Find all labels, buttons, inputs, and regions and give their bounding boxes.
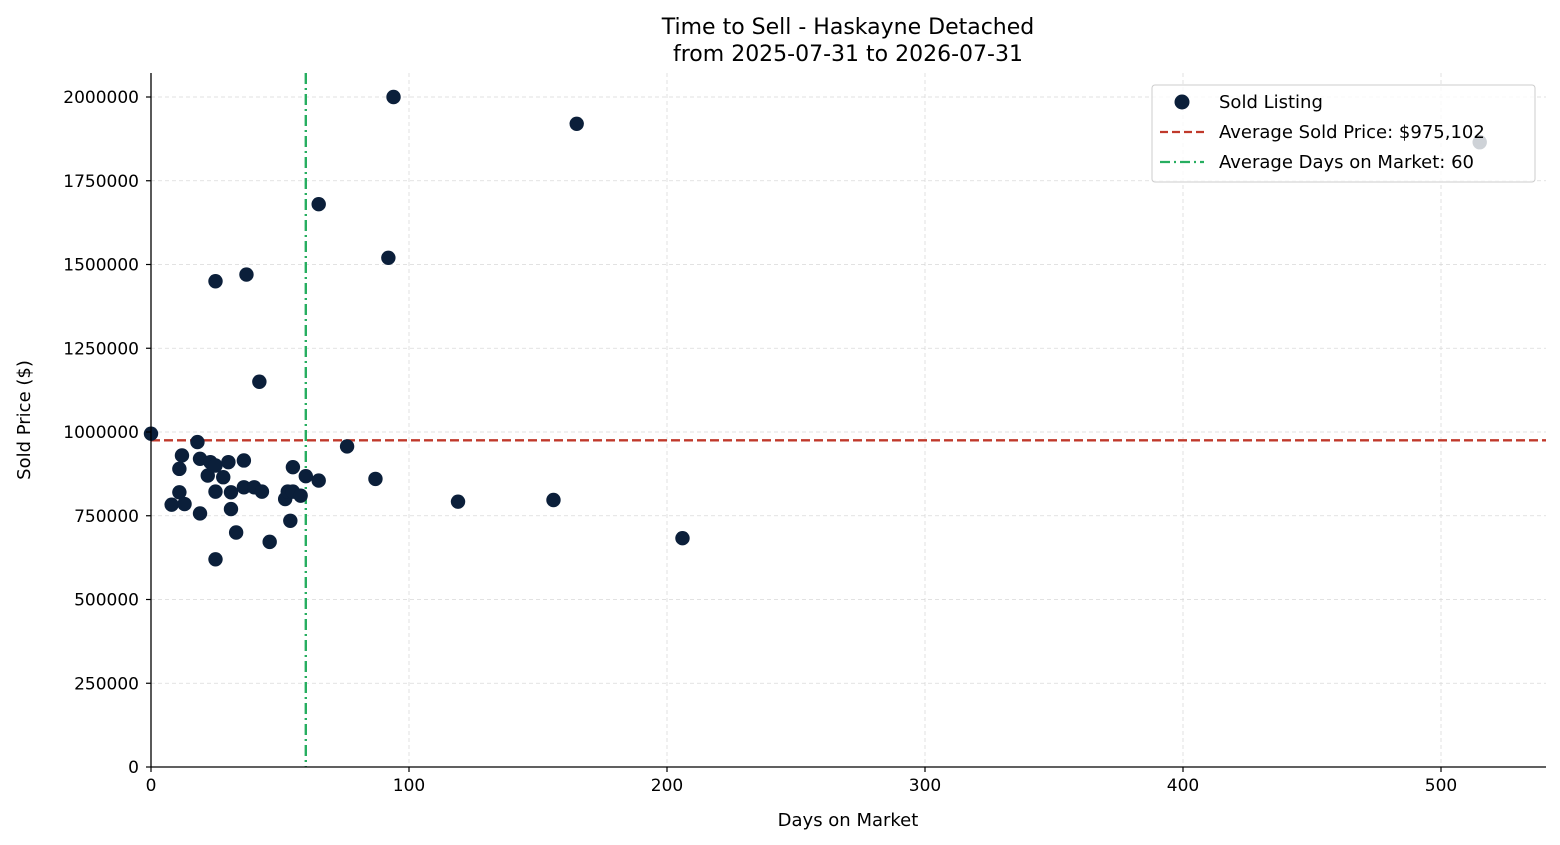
data-point <box>172 485 187 500</box>
data-point <box>239 267 254 282</box>
data-point <box>283 513 298 528</box>
data-point <box>546 492 561 508</box>
data-points <box>143 89 1487 567</box>
y-tick-label: 1750000 <box>63 172 139 192</box>
data-point <box>298 469 313 484</box>
data-point <box>223 485 239 500</box>
data-point <box>311 197 326 212</box>
data-point <box>252 374 267 389</box>
data-point <box>172 461 187 477</box>
data-point <box>208 552 223 567</box>
legend: Sold Listing Average Sold Price: $975,10… <box>1151 84 1536 183</box>
data-point <box>164 497 179 512</box>
data-point <box>208 274 223 289</box>
data-point <box>569 116 584 131</box>
data-point <box>675 530 690 546</box>
data-point <box>177 496 192 512</box>
data-point <box>223 501 239 517</box>
data-point <box>190 434 205 450</box>
data-point <box>208 484 223 499</box>
y-tick-label: 250000 <box>74 674 139 694</box>
data-point <box>236 480 252 495</box>
data-point <box>228 525 244 540</box>
x-tick-label: 200 <box>651 776 683 796</box>
y-tick-label: 750000 <box>74 507 139 527</box>
data-point <box>386 89 401 105</box>
data-point <box>311 473 326 488</box>
y-tick-label: 500000 <box>74 591 139 611</box>
data-point <box>216 470 231 485</box>
data-point <box>236 453 252 468</box>
data-point <box>339 439 355 454</box>
legend-label-sold-listing: Sold Listing <box>1219 92 1323 113</box>
data-point <box>200 468 215 483</box>
data-point <box>381 250 396 265</box>
reference-lines <box>151 73 1546 767</box>
y-axis-label: Sold Price ($) <box>14 360 35 480</box>
chart-title-line-1: Time to Sell - Haskayne Detached <box>661 15 1035 40</box>
data-point <box>262 534 277 550</box>
x-tick-label: 100 <box>393 776 425 796</box>
x-tick-label: 300 <box>909 776 941 796</box>
legend-label-average-price: Average Sold Price: $975,102 <box>1219 122 1485 143</box>
data-point <box>450 494 466 509</box>
y-tick-label: 1250000 <box>63 339 139 359</box>
y-tick-label: 1000000 <box>63 423 139 443</box>
data-point <box>368 471 383 487</box>
data-point <box>285 459 301 475</box>
y-tick-label: 2000000 <box>63 88 139 108</box>
legend-label-average-days: Average Days on Market: 60 <box>1219 152 1474 173</box>
data-point <box>174 448 190 463</box>
y-tick-label: 1500000 <box>63 256 139 276</box>
axes <box>150 73 1546 768</box>
chart-title-line-2: from 2025-07-31 to 2026-07-31 <box>673 42 1023 67</box>
legend-marker-sold-listing <box>1174 94 1190 110</box>
data-point <box>293 488 308 503</box>
x-tick-label: 400 <box>1167 776 1199 796</box>
x-axis-label: Days on Market <box>778 810 919 831</box>
y-tick-label: 0 <box>128 758 139 778</box>
data-point <box>208 458 223 473</box>
data-point <box>254 484 270 499</box>
tick-labels: 0 100 200 300 400 500 0 250000 500000 750000 10000… <box>63 88 1457 796</box>
x-tick-label: 0 <box>146 776 157 796</box>
x-tick-label: 500 <box>1425 776 1457 796</box>
legend-box <box>1151 84 1536 183</box>
data-point <box>221 454 236 470</box>
data-point <box>192 506 208 521</box>
